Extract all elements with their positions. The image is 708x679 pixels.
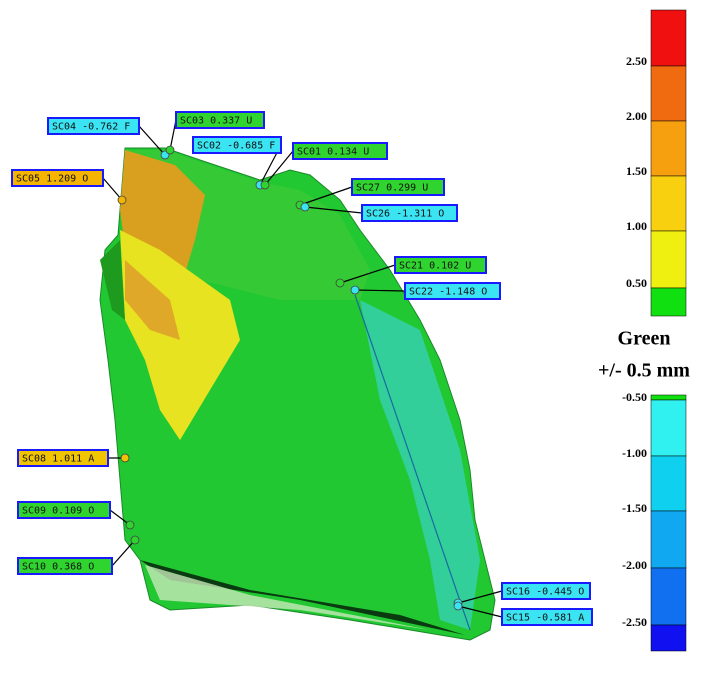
callout-label: SC21 0.102 U <box>399 261 471 272</box>
scale-label: -2.00 <box>622 558 647 572</box>
scale-label: 2.50 <box>626 54 647 68</box>
scale-label: -2.50 <box>622 615 647 629</box>
callout-label: SC15 -0.581 A <box>506 613 584 624</box>
scale-label: 0.50 <box>626 276 647 290</box>
measure-point <box>121 454 129 462</box>
callout-label: SC01 0.134 U <box>297 147 369 158</box>
scale-label: -0.50 <box>622 390 647 404</box>
leader-line <box>112 540 135 566</box>
measure-point <box>336 279 344 287</box>
scale-label: 1.00 <box>626 219 647 233</box>
callout-label: SC03 0.337 U <box>180 116 252 127</box>
callout-label: SC26 -1.311 O <box>366 209 444 220</box>
callout-label: SC10 0.368 O <box>22 562 94 573</box>
callout-label: SC22 -1.148 O <box>409 287 487 298</box>
callout-label: SC02 -0.685 F <box>197 141 275 152</box>
scale-label: -1.50 <box>622 501 647 515</box>
callout-label: SC05 1.209 O <box>16 174 88 185</box>
measure-point <box>261 181 269 189</box>
scale-label: 1.50 <box>626 164 647 178</box>
scale-tolerance: +/- 0.5 mm <box>598 360 690 382</box>
callout-label: SC04 -0.762 F <box>52 122 130 133</box>
callout-label: SC09 0.109 O <box>22 506 94 517</box>
measure-point <box>351 286 359 294</box>
measure-point <box>166 146 174 154</box>
measure-point <box>131 536 139 544</box>
callout-label: SC08 1.011 A <box>22 454 94 465</box>
scale-label: -1.00 <box>622 446 647 460</box>
callout-label: SC16 -0.445 O <box>506 587 584 598</box>
measure-point <box>301 203 309 211</box>
callout-label: SC27 0.299 U <box>356 183 428 194</box>
scale-label: 2.00 <box>626 109 647 123</box>
measure-point <box>454 602 462 610</box>
screen: Green +/- 0.5 mm SC04 -0.762 F SC03 0.337… <box>0 0 708 679</box>
deviation-map: Green +/- 0.5 mm SC04 -0.762 F SC03 0.337… <box>0 0 708 679</box>
scale-caption: Green <box>618 328 671 350</box>
measure-point <box>126 521 134 529</box>
measure-point <box>118 196 126 204</box>
